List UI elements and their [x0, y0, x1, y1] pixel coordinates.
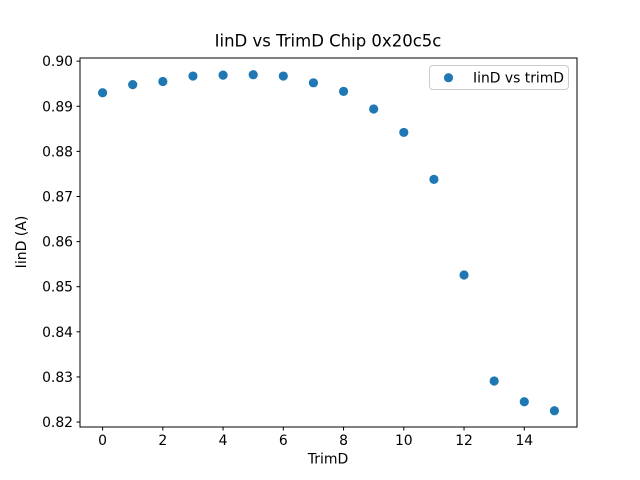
scatter-point — [278, 71, 288, 81]
legend-marker-icon — [443, 73, 454, 83]
y-tick-label: 0.82 — [42, 415, 73, 431]
legend: IinD vs trimD — [429, 65, 569, 90]
x-tick-label: 10 — [395, 433, 413, 449]
x-tick-label: 14 — [515, 433, 533, 449]
scatter-point — [549, 406, 560, 416]
chart-title: IinD vs TrimD Chip 0x20c5c — [215, 32, 442, 51]
scatter-point — [489, 376, 499, 386]
scatter-series — [97, 70, 560, 416]
y-tick-label: 0.88 — [42, 144, 73, 160]
x-tick-label: 4 — [219, 433, 228, 449]
y-axis-ticks: 0.82 0.83 0.84 0.85 0.86 0.87 0.88 0.89 0.90 — [42, 54, 80, 431]
y-tick-label: 0.86 — [42, 235, 73, 251]
y-tick-label: 0.85 — [42, 280, 73, 296]
scatter-point — [188, 71, 198, 81]
scatter-point — [218, 70, 228, 80]
y-axis-label: IinD (A) — [14, 216, 30, 269]
legend-frame — [429, 65, 569, 90]
legend-label: IinD vs trimD — [473, 71, 564, 87]
y-tick-label: 0.90 — [42, 54, 73, 70]
plot-area-border — [79, 57, 578, 428]
scatter-point — [158, 76, 168, 87]
scatter-point — [399, 127, 409, 138]
scatter-point — [338, 86, 349, 96]
y-tick-label: 0.84 — [42, 325, 73, 341]
x-tick-label: 2 — [158, 433, 167, 449]
y-tick-label: 0.83 — [42, 370, 73, 386]
x-axis-label: TrimD — [307, 452, 349, 468]
scatter-point — [97, 88, 108, 98]
x-tick-label: 8 — [339, 433, 348, 449]
x-axis-ticks: 0 2 4 6 8 10 12 14 — [98, 427, 533, 449]
y-tick-label: 0.89 — [42, 99, 73, 115]
scatter-point — [429, 174, 439, 184]
scatter-point — [459, 270, 469, 280]
scatter-point — [308, 78, 319, 88]
x-tick-label: 12 — [455, 433, 473, 449]
scatter-point — [519, 397, 529, 407]
x-tick-label: 0 — [98, 433, 107, 449]
y-tick-label: 0.87 — [42, 189, 73, 205]
scatter-point — [369, 104, 379, 114]
x-tick-label: 6 — [279, 433, 288, 449]
scatter-point — [248, 70, 258, 80]
scatter-point — [128, 80, 138, 90]
